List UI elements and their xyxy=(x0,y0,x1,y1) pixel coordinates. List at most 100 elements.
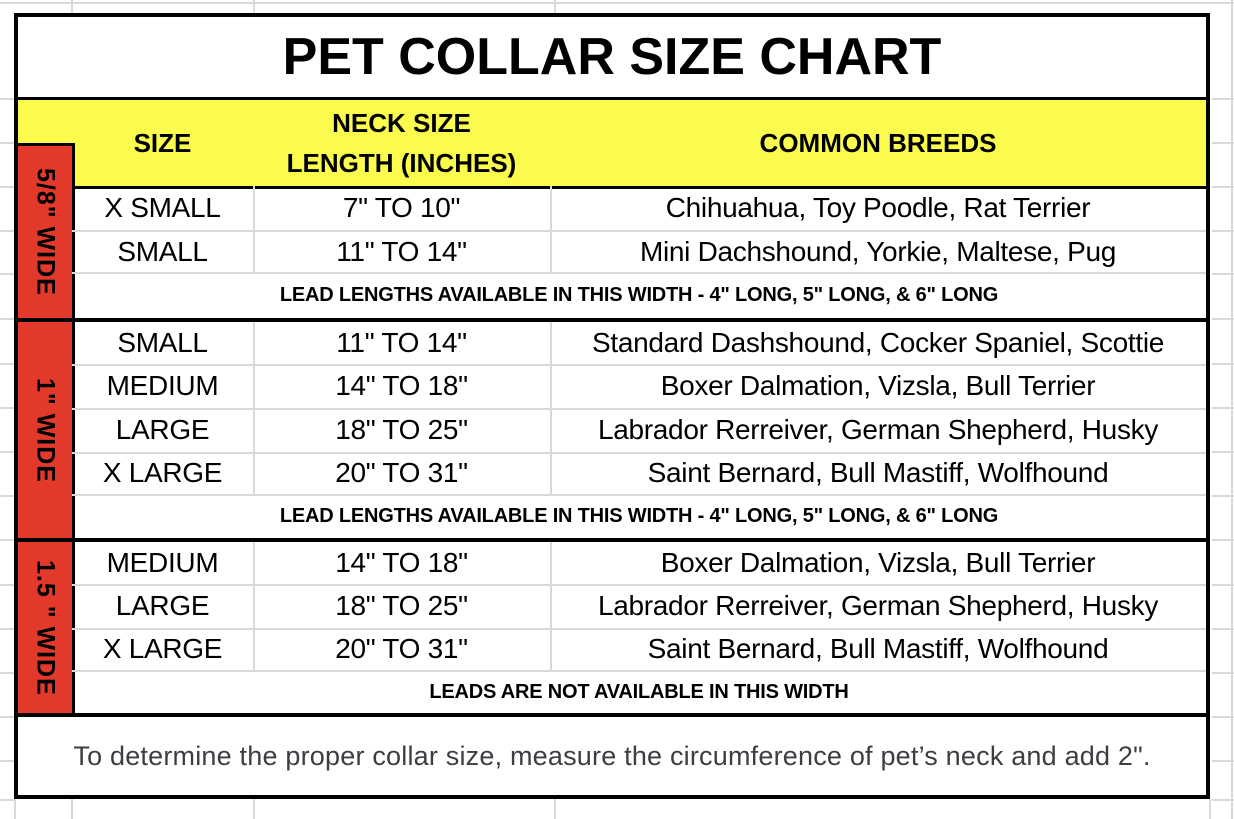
column-gridline xyxy=(550,186,552,273)
column-gridline xyxy=(253,186,255,273)
spreadsheet-gridline xyxy=(1212,318,1234,320)
spreadsheet-gridline xyxy=(1212,760,1234,762)
header-band xyxy=(18,100,1206,186)
row-gridline xyxy=(72,408,1206,410)
spreadsheet-gridline xyxy=(0,273,14,275)
spreadsheet-gridline xyxy=(0,760,14,762)
spreadsheet-gridline xyxy=(0,716,14,718)
breeds-cell: Boxer Dalmation, Vizsla, Bull Terrier xyxy=(660,370,1096,401)
neck-size-cell: 7" TO 10" xyxy=(342,192,461,223)
title-divider xyxy=(18,97,1206,100)
spreadsheet-gridline xyxy=(0,230,14,232)
spreadsheet-gridline xyxy=(1212,539,1234,541)
spreadsheet-gridline xyxy=(71,0,73,13)
row-gridline xyxy=(72,628,1206,630)
spreadsheet-gridline xyxy=(554,799,556,819)
header-size: SIZE xyxy=(133,127,192,158)
spreadsheet-gridline xyxy=(0,2,1234,4)
width-label-1: 1" WIDE xyxy=(18,322,72,538)
spreadsheet-gridline xyxy=(0,584,14,586)
footer-note: To determine the proper collar size, mea… xyxy=(73,740,1151,771)
neck-size-cell: 14" TO 18" xyxy=(335,547,468,578)
spreadsheet-gridline xyxy=(0,451,14,453)
spreadsheet-gridline xyxy=(0,628,14,630)
spreadsheet-gridline xyxy=(0,799,14,801)
spreadsheet-gridline xyxy=(1212,230,1234,232)
row-gridline xyxy=(72,272,1206,274)
breeds-cell: Standard Dashshound, Cocker Spaniel, Sco… xyxy=(591,327,1165,358)
size-cell: SMALL xyxy=(117,327,208,358)
row-gridline xyxy=(72,230,1206,232)
spreadsheet-gridline xyxy=(1212,495,1234,497)
width-label-1-5: 1.5 " WIDE xyxy=(18,542,72,713)
size-cell: LARGE xyxy=(115,414,210,445)
breeds-cell: Saint Bernard, Bull Mastiff, Wolfhound xyxy=(647,457,1109,488)
spreadsheet-gridline xyxy=(253,799,255,819)
neck-size-cell: 18" TO 25" xyxy=(335,414,468,445)
spreadsheet-gridline xyxy=(554,0,556,13)
header-neck-line1: NECK SIZE xyxy=(332,107,471,138)
row-gridline xyxy=(72,670,1206,672)
spreadsheet-gridline xyxy=(0,186,14,188)
breeds-cell: Labrador Rerreiver, German Shepherd, Hus… xyxy=(597,590,1159,621)
spreadsheet-gridline xyxy=(1212,363,1234,365)
lead-note: LEAD LENGTHS AVAILABLE IN THIS WIDTH - 4… xyxy=(279,505,999,527)
spreadsheet-gridline xyxy=(0,98,14,100)
table-border xyxy=(14,13,1210,799)
spreadsheet-gridline xyxy=(1212,186,1234,188)
spreadsheet-gridline xyxy=(1212,628,1234,630)
breeds-cell: Saint Bernard, Bull Mastiff, Wolfhound xyxy=(647,633,1109,664)
spreadsheet-gridline xyxy=(1212,451,1234,453)
header-neck-size: NECK SIZE LENGTH (INCHES) xyxy=(253,100,550,186)
size-cell: X SMALL xyxy=(104,192,221,223)
neck-size-cell: 14" TO 18" xyxy=(335,370,468,401)
spreadsheet-gridline xyxy=(1212,407,1234,409)
spreadsheet-gridline xyxy=(0,539,14,541)
column-gridline xyxy=(253,542,255,671)
section-divider xyxy=(18,713,1206,717)
header-common-breeds: COMMON BREEDS xyxy=(759,127,997,158)
header-divider xyxy=(72,186,1206,189)
size-cell: MEDIUM xyxy=(106,370,219,401)
spreadsheet-gridline xyxy=(14,799,16,819)
size-cell: X LARGE xyxy=(102,457,223,488)
spreadsheet-gridline xyxy=(0,363,14,365)
spreadsheet-gridline xyxy=(0,318,14,320)
spreadsheet-gridline xyxy=(1212,273,1234,275)
spreadsheet-gridline xyxy=(1231,0,1233,819)
spreadsheet-gridline xyxy=(253,0,255,13)
breeds-cell: Mini Dachshound, Yorkie, Maltese, Pug xyxy=(639,235,1117,267)
lead-note: LEADS ARE NOT AVAILABLE IN THIS WIDTH xyxy=(429,680,849,703)
spreadsheet-gridline xyxy=(1212,98,1234,100)
breeds-cell: Chihuahua, Toy Poodle, Rat Terrier xyxy=(665,192,1091,223)
row-gridline xyxy=(72,494,1206,496)
neck-size-cell: 20" TO 31" xyxy=(335,457,468,488)
section-divider xyxy=(18,538,1206,542)
row-gridline xyxy=(72,584,1206,586)
lead-note: LEAD LENGTHS AVAILABLE IN THIS WIDTH - 4… xyxy=(279,284,999,306)
section-divider xyxy=(18,318,1206,322)
neck-size-cell: 11" TO 14" xyxy=(336,327,467,358)
spreadsheet-gridline xyxy=(1212,584,1234,586)
spreadsheet-gridline xyxy=(0,672,14,674)
header-neck-line2: LENGTH (INCHES) xyxy=(286,148,517,178)
breeds-cell: Labrador Rerreiver, German Shepherd, Hus… xyxy=(597,414,1159,445)
spreadsheet-gridline xyxy=(1212,716,1234,718)
neck-size-cell: 11" TO 14" xyxy=(336,235,467,267)
spreadsheet-gridline xyxy=(1209,799,1211,819)
breeds-cell: Boxer Dalmation, Vizsla, Bull Terrier xyxy=(660,547,1096,578)
neck-size-cell: 18" TO 25" xyxy=(335,590,468,621)
spreadsheet-gridline xyxy=(0,495,14,497)
spreadsheet-gridline xyxy=(71,799,73,819)
page-title: PET COLLAR SIZE CHART xyxy=(282,28,942,86)
size-cell: LARGE xyxy=(115,590,210,621)
width-column-border xyxy=(72,143,75,713)
row-gridline xyxy=(72,364,1206,366)
neck-size-cell: 20" TO 31" xyxy=(335,633,468,664)
spreadsheet-gridline xyxy=(1212,799,1234,801)
spreadsheet-gridline xyxy=(0,142,14,144)
width-label-5-8: 5/8" WIDE xyxy=(18,143,72,318)
row-gridline xyxy=(72,452,1206,454)
